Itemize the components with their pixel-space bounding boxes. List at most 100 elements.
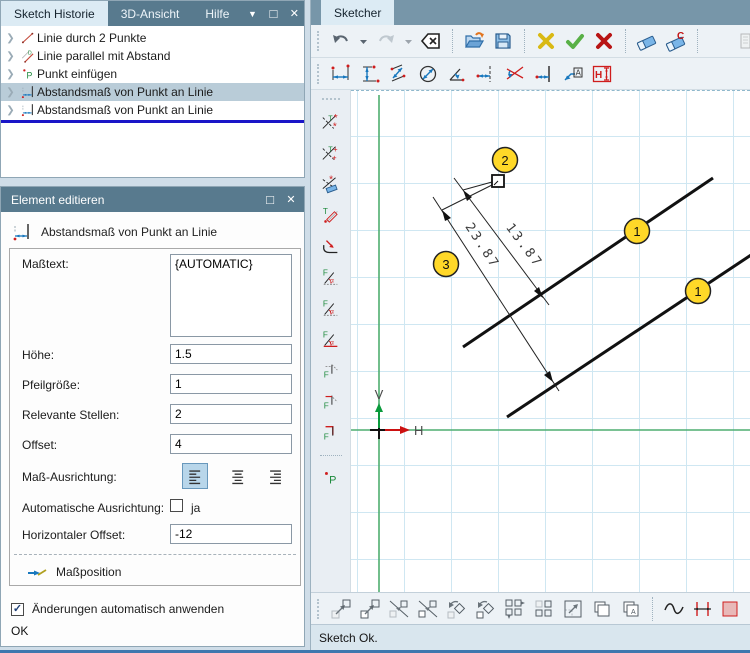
chevron-right-icon[interactable]: ❯	[6, 50, 15, 62]
trim-intersect-icon[interactable]: T * *	[320, 112, 342, 134]
dim-point-dashed-icon[interactable]	[473, 61, 499, 87]
sketch-line-lower[interactable]	[506, 253, 750, 419]
align-center-button[interactable]	[225, 463, 251, 489]
balloon-1b[interactable]: 1	[684, 277, 712, 305]
tree-item[interactable]: ❯ Abstandsmaß von Punkt an Linie	[1, 101, 304, 119]
chevron-right-icon[interactable]: ❯	[6, 86, 15, 98]
trim-intersect2-icon[interactable]: T + +	[320, 143, 342, 165]
maximize-icon[interactable]: □	[266, 191, 274, 207]
discard-changes-icon[interactable]	[533, 28, 559, 54]
constraint-perp3-icon[interactable]: F	[320, 422, 342, 444]
toolbar-separator	[319, 455, 342, 456]
dropdown-caret-icon[interactable]	[402, 28, 415, 54]
pfeilgroesse-input[interactable]	[170, 374, 292, 394]
line-parallel-icon: D	[18, 47, 37, 65]
tab-sketcher[interactable]: Sketcher	[321, 0, 395, 25]
align-left-button[interactable]	[182, 463, 208, 489]
history-titlebar: Sketch Historie 3D-Ansicht Hilfe ▼ □ ✕	[1, 1, 304, 26]
tab-sketch-historie[interactable]: Sketch Historie	[1, 1, 108, 26]
chevron-right-icon[interactable]: ❯	[6, 32, 15, 44]
masstext-input[interactable]: {AUTOMATIC}	[170, 254, 292, 337]
apply-automatically-checkbox[interactable]	[11, 602, 24, 616]
erase-element-icon[interactable]	[634, 28, 660, 54]
balloon-label: 2	[501, 153, 508, 168]
offset-input[interactable]	[170, 434, 292, 454]
dim-angle-icon[interactable]	[444, 61, 470, 87]
tree-item[interactable]: ❯ P Punkt einfügen	[1, 65, 304, 83]
tab-hilfe[interactable]: Hilfe	[205, 6, 230, 21]
tree-item-label: Punkt einfügen	[37, 67, 118, 81]
apply-automatically-label: Änderungen automatisch anwenden	[32, 602, 225, 616]
erase-constraints-icon[interactable]: C	[663, 28, 689, 54]
spline-icon[interactable]	[661, 596, 687, 622]
sketch-point[interactable]	[491, 174, 505, 188]
delete-backspace-icon[interactable]	[418, 28, 444, 54]
dim-parallel-icon[interactable]	[386, 61, 412, 87]
tree-item[interactable]: ❯ Linie durch 2 Punkte	[1, 29, 304, 47]
copy-contour-icon[interactable]	[589, 596, 615, 622]
cancel-sketch-icon[interactable]	[591, 28, 617, 54]
horizontaler-offset-input[interactable]	[170, 524, 292, 544]
chevron-right-icon[interactable]: ❯	[6, 68, 15, 80]
move-copy-icon[interactable]	[357, 596, 383, 622]
chevron-right-icon[interactable]: ❯	[6, 104, 15, 116]
align-right-button[interactable]	[262, 463, 288, 489]
move-icon[interactable]	[328, 596, 354, 622]
dim-point-line2-icon[interactable]	[531, 61, 557, 87]
massposition-button[interactable]: Maßposition	[26, 561, 121, 583]
scale-icon[interactable]	[560, 596, 586, 622]
sketch-canvas[interactable]: V H 13.87	[351, 90, 750, 592]
distance-constraint-icon[interactable]	[690, 596, 716, 622]
constraint-edge-icon[interactable]	[719, 596, 745, 622]
undo-icon[interactable]	[328, 28, 354, 54]
relevante-stellen-label: Relevante Stellen:	[22, 408, 120, 422]
dropdown-caret-icon[interactable]	[357, 28, 370, 54]
balloon-1a[interactable]: 1	[623, 217, 651, 245]
array-copy-icon[interactable]	[531, 596, 557, 622]
dimension-value-text[interactable]: 13.87	[502, 221, 545, 271]
dimension-value-text[interactable]: 23.87	[462, 220, 503, 271]
tree-item[interactable]: ❯ Abstandsmaß von Punkt an Linie	[1, 83, 304, 101]
auto-ausrichtung-checkbox[interactable]	[170, 499, 183, 512]
reference-book-icon[interactable]	[735, 28, 750, 54]
constraint-perp1-icon[interactable]: F	[320, 360, 342, 382]
rotate-copy-icon[interactable]	[473, 596, 499, 622]
rotate-icon[interactable]	[444, 596, 470, 622]
dim-height-icon[interactable]: H	[589, 61, 615, 87]
dim-diameter-icon[interactable]	[415, 61, 441, 87]
redo-icon[interactable]	[373, 28, 399, 54]
hoehe-input[interactable]	[170, 344, 292, 364]
dim-angle-lines-icon[interactable]	[502, 61, 528, 87]
array-icon[interactable]	[502, 596, 528, 622]
balloon-3[interactable]: 3	[432, 250, 460, 278]
point-insert-icon[interactable]: P	[320, 467, 342, 489]
fillet-icon[interactable]	[320, 236, 342, 258]
trim-erase-icon[interactable]: *	[320, 174, 342, 196]
relevante-stellen-input[interactable]	[170, 404, 292, 424]
dim-horizontal-icon[interactable]	[328, 61, 354, 87]
apply-changes-icon[interactable]	[562, 28, 588, 54]
tree-item[interactable]: ❯ D Linie parallel mit Abstand	[1, 47, 304, 65]
panel-menu-icon[interactable]: ▼	[247, 8, 257, 19]
close-icon[interactable]: ✕	[286, 193, 296, 206]
dim-leader-text-icon[interactable]: A	[560, 61, 586, 87]
save-icon[interactable]	[490, 28, 516, 54]
copy-contour-a-icon[interactable]: A	[618, 596, 644, 622]
dimension-23-87[interactable]: 23.87	[432, 184, 560, 392]
balloon-2[interactable]: 2	[491, 146, 519, 174]
constraint-perp2-icon[interactable]: F	[320, 391, 342, 413]
close-icon[interactable]: ✕	[289, 7, 300, 20]
mirror-copy-icon[interactable]	[415, 596, 441, 622]
tangent-line-icon[interactable]: T	[320, 205, 342, 227]
mirror-icon[interactable]	[386, 596, 412, 622]
ok-button[interactable]: OK	[11, 624, 29, 638]
tab-3d-ansicht[interactable]: 3D-Ansicht	[120, 6, 180, 21]
maximize-icon[interactable]: □	[269, 5, 278, 21]
dim-vertical-icon[interactable]	[357, 61, 383, 87]
sketch-line-upper[interactable]	[462, 176, 714, 349]
open-file-icon[interactable]	[461, 28, 487, 54]
massposition-label: Maßposition	[56, 565, 122, 579]
